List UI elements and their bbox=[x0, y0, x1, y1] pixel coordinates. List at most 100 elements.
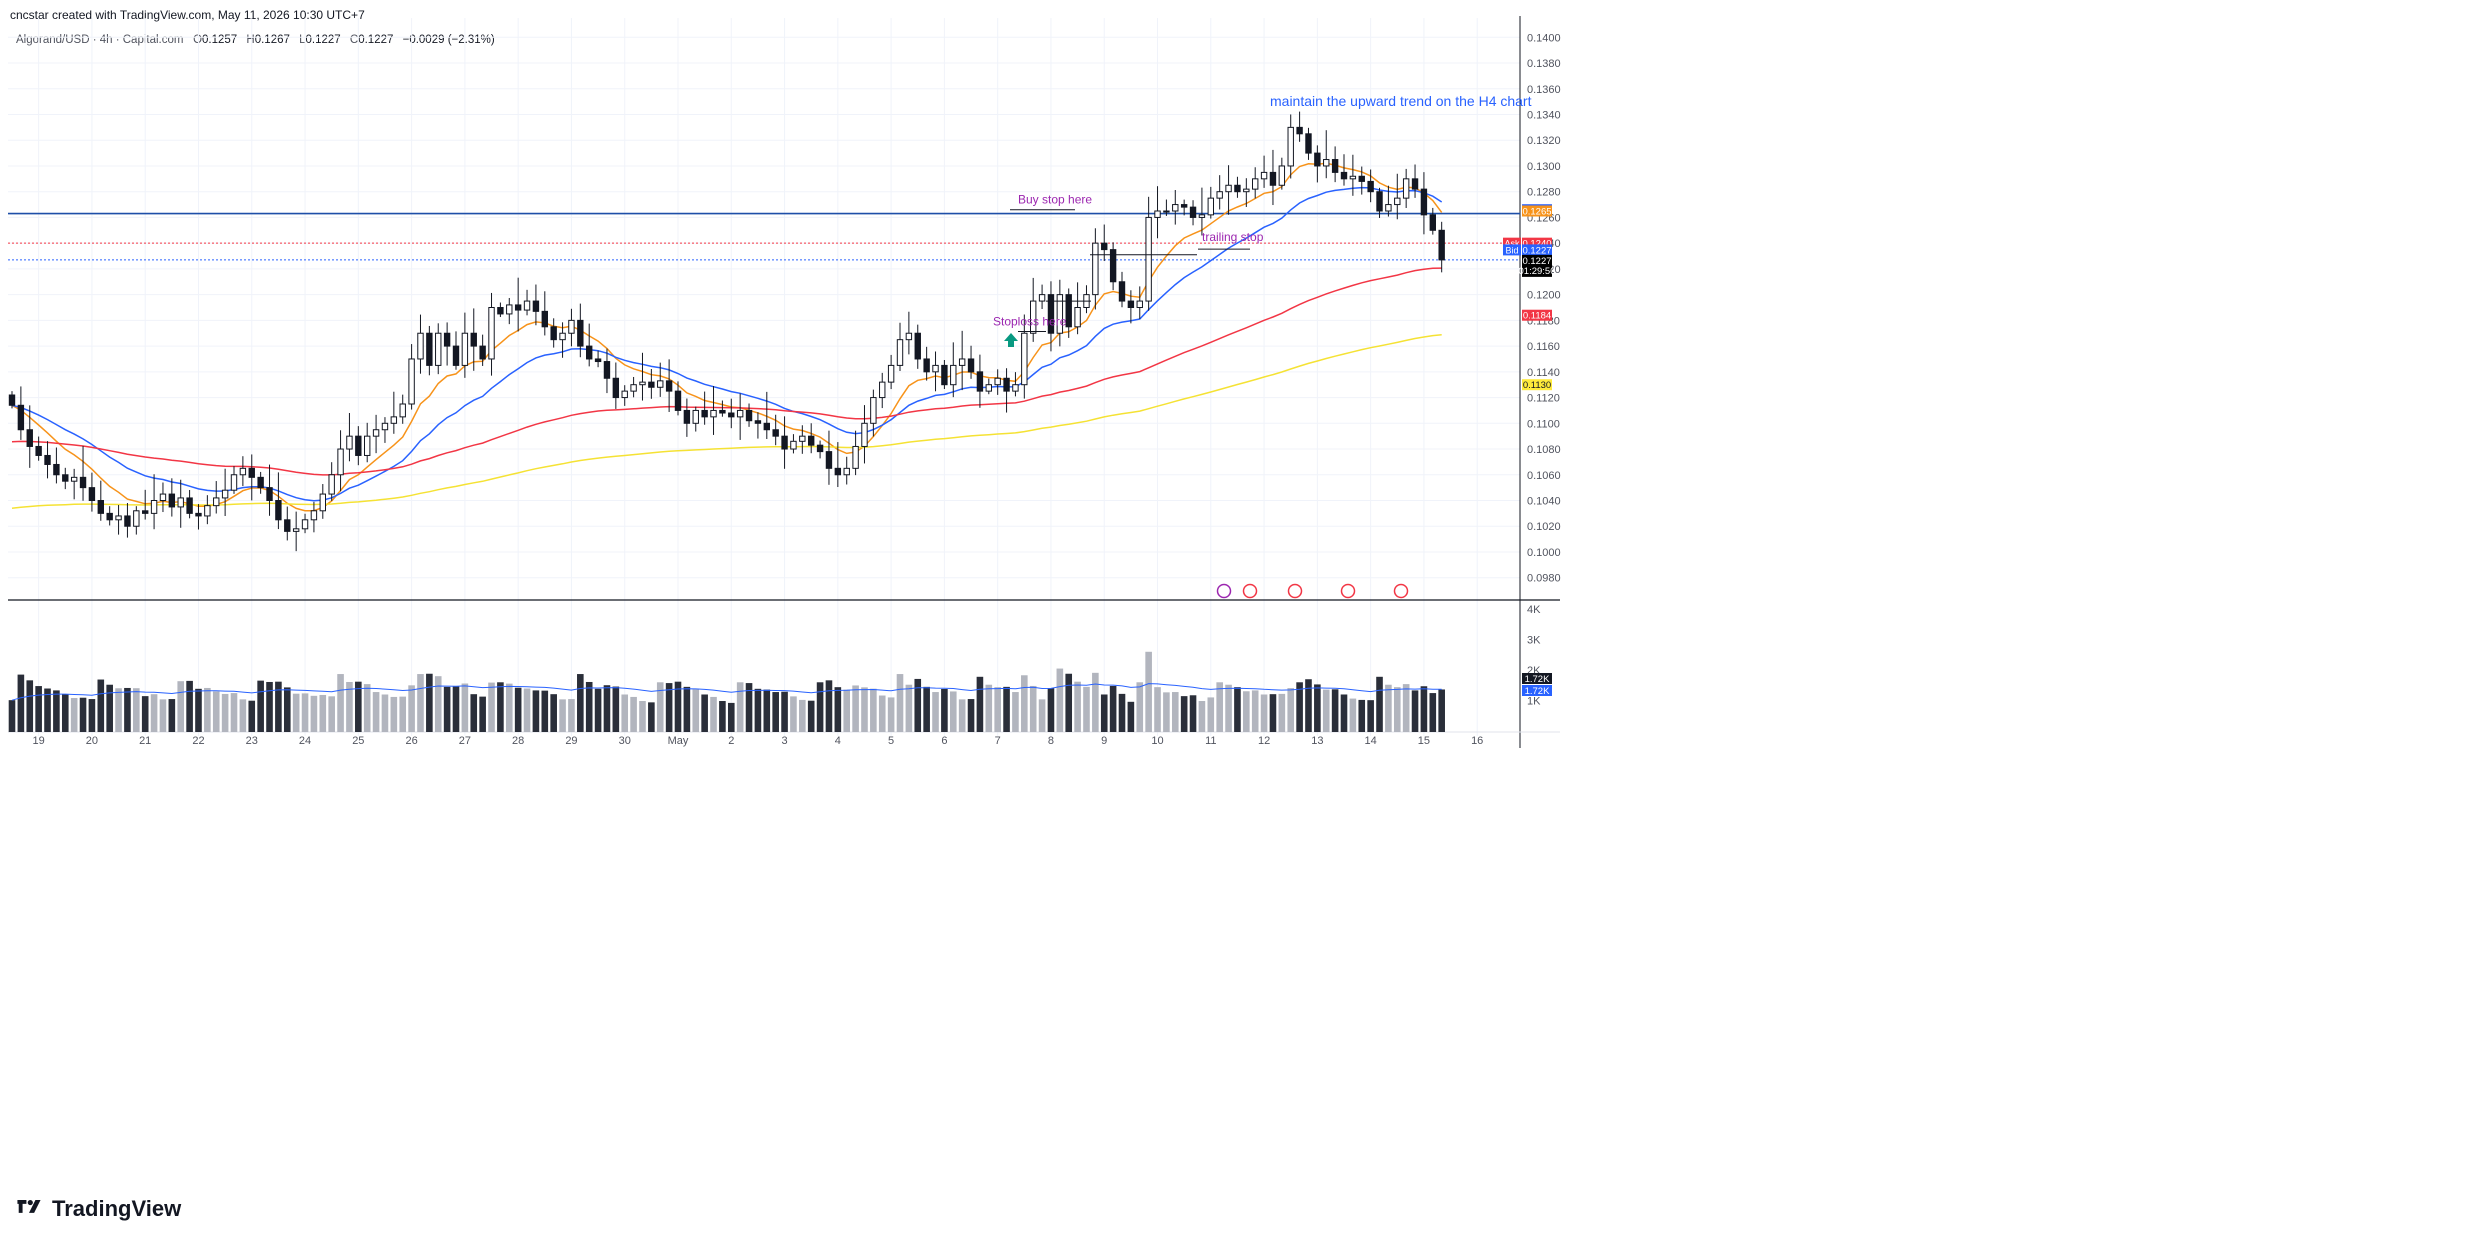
volume-bar bbox=[1243, 691, 1250, 732]
candle-body bbox=[417, 332, 424, 360]
candle-body bbox=[1385, 204, 1392, 212]
price-label-bg bbox=[1522, 205, 1552, 217]
candle-body bbox=[8, 394, 16, 406]
candle-body bbox=[923, 358, 930, 373]
volume-bar bbox=[363, 684, 371, 732]
candle-body bbox=[381, 422, 389, 431]
volume-bar bbox=[656, 682, 664, 732]
candle-body bbox=[808, 435, 815, 446]
price-tick-label: 0.1320 bbox=[1527, 135, 1561, 147]
candle-body bbox=[275, 500, 282, 521]
candle-body bbox=[719, 409, 726, 414]
volume-bar bbox=[434, 676, 442, 732]
candle-body bbox=[1323, 159, 1330, 167]
candle-body bbox=[1305, 133, 1312, 154]
candle-body bbox=[958, 358, 966, 366]
volume-bar bbox=[1047, 688, 1055, 732]
volume-bar bbox=[221, 693, 229, 732]
volume-bar bbox=[417, 674, 424, 732]
volume-bar bbox=[763, 689, 771, 732]
candle-body bbox=[1198, 214, 1206, 218]
volume-bar bbox=[772, 692, 779, 732]
candle-body bbox=[1012, 384, 1019, 392]
price-tick-label: 0.1200 bbox=[1527, 290, 1561, 302]
candle-body bbox=[301, 519, 309, 530]
volume-bar bbox=[1092, 672, 1099, 732]
candle-body bbox=[257, 476, 264, 489]
price-tag-bg bbox=[1503, 244, 1521, 256]
candle-body bbox=[1101, 242, 1108, 251]
volume-bar bbox=[1234, 687, 1241, 732]
candle-body bbox=[1349, 175, 1357, 180]
candle-body bbox=[541, 310, 548, 328]
change-value: −0.0029 (−2.31%) bbox=[402, 34, 495, 46]
candle-body bbox=[674, 390, 682, 411]
volume-bar bbox=[1145, 651, 1152, 732]
volume-bar bbox=[8, 700, 16, 732]
volume-bar bbox=[239, 699, 247, 732]
candle-body bbox=[1127, 300, 1135, 309]
volume-bar bbox=[1074, 681, 1081, 732]
brand-footer: TradingView bbox=[12, 1196, 181, 1222]
countdown-label: 01:29:50 bbox=[1519, 266, 1556, 277]
volume-bar bbox=[177, 681, 185, 732]
volume-bar bbox=[1376, 676, 1383, 732]
candle-body bbox=[710, 409, 717, 418]
us-flag-icon bbox=[1393, 583, 1409, 599]
candle-body bbox=[355, 435, 362, 456]
volume-bar bbox=[346, 681, 353, 732]
candle-body bbox=[346, 435, 353, 450]
candle-body bbox=[399, 403, 406, 418]
volume-bar bbox=[541, 690, 549, 732]
candle-body bbox=[603, 361, 611, 379]
candle-body bbox=[523, 300, 531, 311]
candle-body bbox=[887, 364, 895, 383]
high-label: H bbox=[246, 34, 255, 46]
volume-bar bbox=[381, 694, 389, 732]
volume-bar bbox=[283, 687, 291, 732]
volume-tick-label: 2K bbox=[1527, 665, 1541, 677]
candle-body bbox=[621, 390, 628, 399]
candle-body bbox=[1038, 294, 1046, 302]
price-label-bg bbox=[1522, 237, 1552, 249]
volume-bar bbox=[1180, 696, 1188, 732]
candle-body bbox=[1074, 307, 1081, 328]
candle-body bbox=[612, 377, 620, 399]
date-tick-label: May bbox=[668, 735, 689, 747]
volume-bar bbox=[719, 701, 726, 732]
date-tick-label: 16 bbox=[1471, 735, 1483, 747]
us-flag-icon bbox=[1340, 583, 1356, 599]
candle-body bbox=[506, 304, 513, 315]
volume-bar bbox=[461, 683, 469, 732]
price-label-bg bbox=[1522, 254, 1552, 277]
candle-body bbox=[26, 429, 33, 447]
trend-annotation: maintain the upward trend on the H4 char… bbox=[1270, 93, 1532, 109]
volume-bar bbox=[639, 701, 646, 732]
volume-bar bbox=[106, 684, 113, 732]
volume-bar bbox=[1429, 693, 1437, 732]
volume-bar bbox=[248, 700, 256, 732]
volume-bar bbox=[1420, 686, 1428, 732]
candle-body bbox=[115, 515, 122, 521]
price-tick-label: 0.1040 bbox=[1527, 496, 1561, 508]
volume-last-label: 1.72K bbox=[1525, 674, 1550, 685]
price-label-text: 0.1227 bbox=[1522, 245, 1551, 256]
candle-body bbox=[816, 444, 824, 453]
volume-bar bbox=[70, 698, 78, 732]
volume-bar bbox=[736, 682, 744, 732]
volume-bar bbox=[994, 687, 1001, 732]
close-value: 0.1227 bbox=[358, 34, 394, 46]
volume-tick-label: 4K bbox=[1527, 604, 1541, 616]
candle-body bbox=[70, 476, 78, 482]
candle-body bbox=[1296, 126, 1303, 135]
candle-body bbox=[514, 304, 522, 311]
candle-body bbox=[204, 505, 211, 517]
candle-body bbox=[159, 493, 167, 502]
volume-bar bbox=[186, 680, 193, 732]
candle-body bbox=[62, 474, 69, 482]
volume-last-bg bbox=[1522, 673, 1552, 684]
volume-bar bbox=[426, 673, 433, 732]
candle-body bbox=[594, 358, 602, 363]
candle-body bbox=[1376, 191, 1383, 212]
